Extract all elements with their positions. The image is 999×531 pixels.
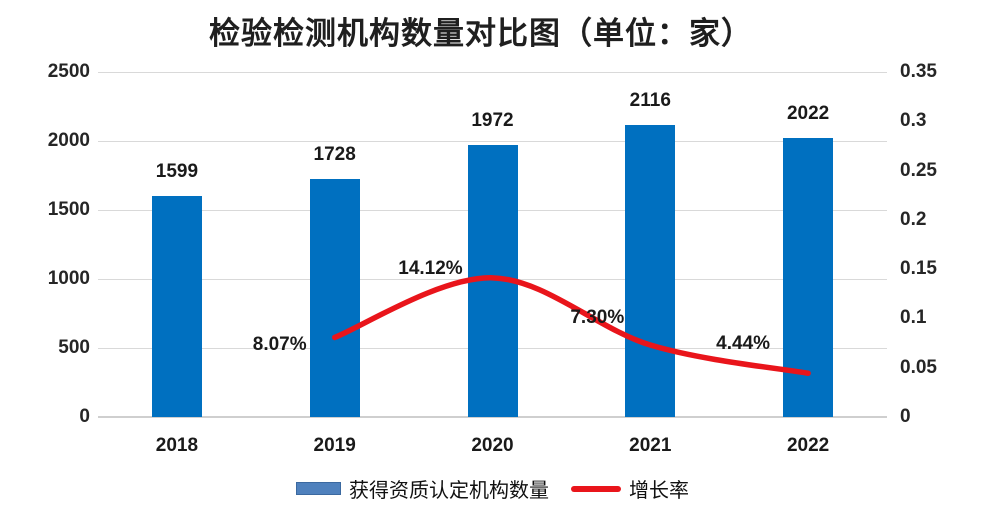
bar	[625, 124, 676, 417]
line-point-label: 7.30%	[570, 307, 625, 329]
right-axis-tick-label: 0	[900, 406, 911, 427]
line-point-label: 8.07%	[252, 334, 307, 356]
left-axis-tick-label: 1000	[47, 268, 90, 289]
x-axis-label: 2021	[629, 435, 672, 456]
legend-bar-swatch-icon	[296, 482, 341, 495]
gridline	[98, 71, 887, 73]
x-axis-label: 2022	[786, 435, 830, 456]
gridline	[98, 140, 887, 142]
bar-value-label: 1728	[313, 143, 356, 165]
x-axis-line	[98, 416, 887, 418]
left-axis-tick-label: 2500	[47, 61, 90, 82]
line-point-label: 4.44%	[716, 333, 771, 355]
bar	[151, 196, 202, 417]
right-axis-tick-label: 0.15	[900, 258, 937, 280]
x-axis-label: 2018	[155, 435, 199, 456]
growth-line	[331, 275, 811, 376]
bar	[309, 178, 360, 417]
bar-value-label: 1599	[155, 161, 199, 183]
bar-value-label: 2022	[786, 102, 830, 124]
legend-line-swatch-icon	[571, 485, 621, 492]
left-axis-tick-label: 500	[58, 337, 90, 358]
legend-line-label: 增长率	[629, 478, 689, 502]
left-axis-tick-label: 1500	[47, 199, 90, 220]
x-axis-label: 2020	[471, 435, 514, 456]
bar-value-label: 1972	[471, 109, 514, 131]
right-axis-tick-label: 0.1	[900, 307, 927, 329]
line-point-label: 14.12%	[398, 257, 463, 279]
right-axis-tick-label: 0.35	[900, 61, 937, 82]
legend-bar-label: 获得资质认定机构数量	[349, 478, 549, 502]
legend: 获得资质认定机构数量 增长率	[98, 474, 887, 503]
chart-title: 检验检测机构数量对比图（单位：家）	[209, 16, 753, 52]
right-axis-tick-label: 0.2	[900, 208, 927, 230]
right-axis-tick-label: 0.25	[900, 159, 937, 181]
bar-value-label: 2116	[629, 89, 671, 111]
left-axis-tick-label: 2000	[47, 130, 90, 151]
x-axis-label: 2019	[313, 435, 356, 456]
right-axis-tick-label: 0.3	[900, 110, 927, 132]
right-axis-tick-label: 0.05	[900, 356, 937, 378]
left-axis-tick-label: 0	[79, 406, 90, 427]
